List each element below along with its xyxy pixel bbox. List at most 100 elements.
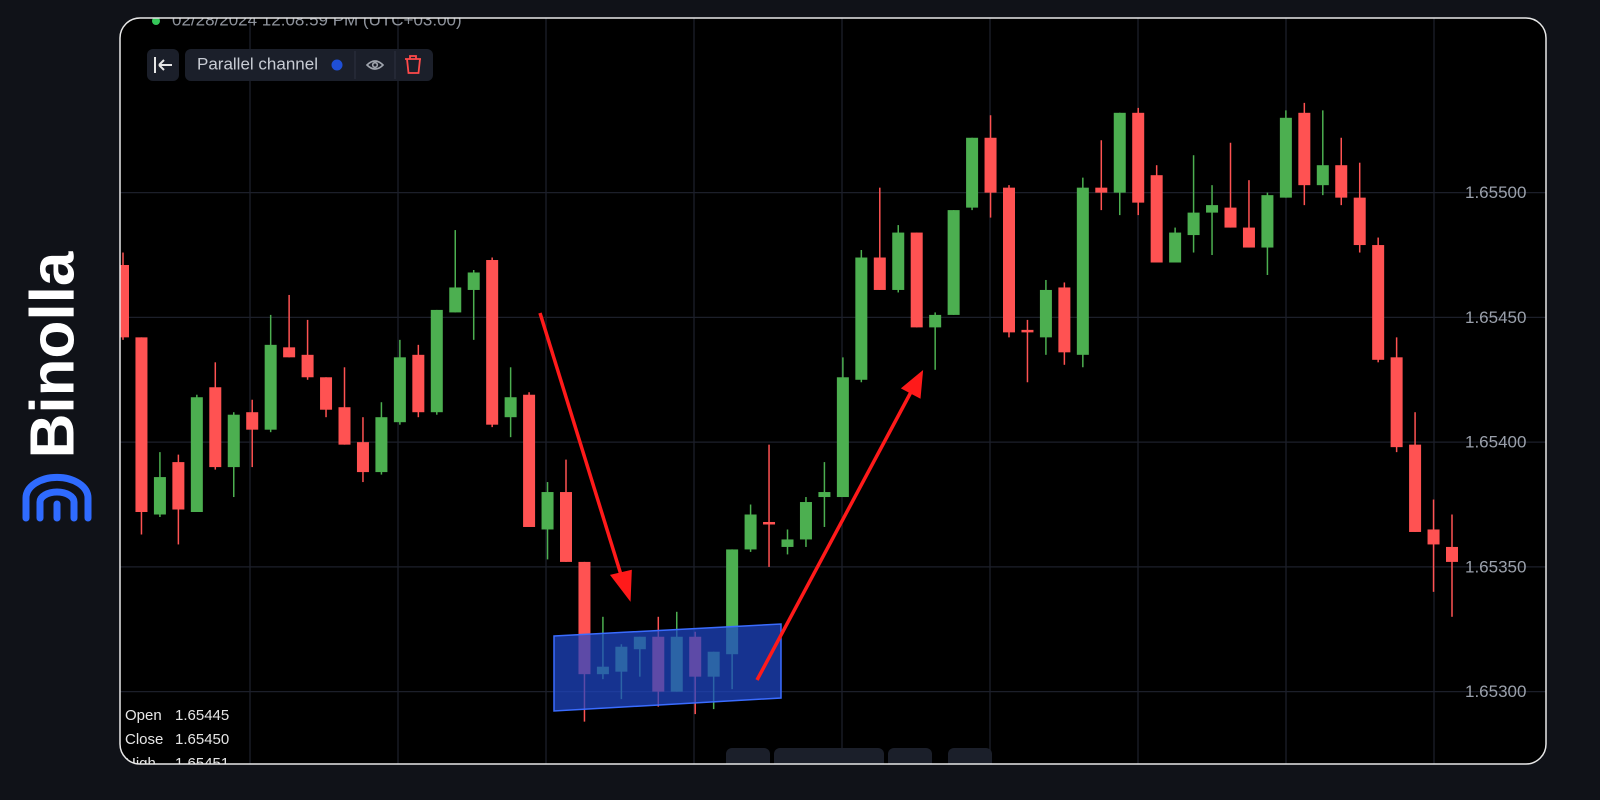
candle-body	[1003, 187, 1015, 333]
timestamp: 02/28/2024 12:08:59 PM (UTC+03:00)	[172, 10, 462, 29]
candle-body	[744, 514, 757, 550]
candle-body	[966, 137, 979, 208]
logo-text: Binolla	[18, 251, 87, 458]
candle-body	[1224, 207, 1237, 228]
candle-body	[1390, 357, 1403, 448]
candle-body	[1372, 245, 1385, 360]
candle-body	[1446, 546, 1458, 562]
candle-body	[1187, 212, 1200, 236]
ohlc-label: Close	[125, 731, 163, 748]
candle-body	[523, 394, 536, 527]
candle-body	[209, 387, 222, 468]
candles	[120, 102, 1458, 722]
candle-body	[301, 354, 314, 378]
candle-body	[338, 407, 351, 445]
candle-body	[467, 272, 480, 290]
candle-body	[320, 377, 333, 410]
frame-border	[119, 17, 1547, 765]
candle-body	[172, 462, 185, 510]
plot-area: 1.65300 1.65350 1.65400 1.65450 1.65500 02/2…	[120, 10, 1546, 778]
candle-body	[910, 232, 923, 328]
candle-body	[1169, 232, 1182, 263]
y-axis: 1.65300 1.65350 1.65400 1.65450 1.65500	[1465, 183, 1526, 701]
candle-body	[246, 412, 259, 430]
bottom-button[interactable]	[948, 748, 992, 778]
candle-body	[486, 260, 499, 425]
collapse-icon	[154, 57, 172, 73]
candle-body	[412, 354, 425, 413]
arrow-head	[900, 369, 924, 399]
candle-body	[393, 357, 406, 423]
candle-body	[836, 377, 849, 498]
candle-body	[1076, 187, 1089, 355]
candle-body	[356, 442, 369, 473]
y-tick-label: 1.65350	[1465, 557, 1526, 576]
candle-body	[1316, 165, 1329, 186]
candle-body	[190, 397, 203, 513]
candle-body	[1150, 175, 1163, 263]
candle-body	[799, 502, 812, 540]
delete-button[interactable]	[405, 55, 421, 74]
chart-frame	[120, 18, 1546, 764]
candle-body	[153, 477, 166, 515]
candle-body	[818, 492, 831, 498]
candle-body	[264, 344, 277, 430]
bottom-button[interactable]	[888, 748, 932, 778]
ohlc-label: High	[125, 755, 156, 772]
candle-body	[781, 539, 794, 547]
candle-body	[1353, 197, 1366, 246]
candle-body	[1058, 287, 1071, 353]
arrow-head	[609, 569, 632, 602]
y-tick-label: 1.65500	[1465, 183, 1526, 202]
candle-body	[541, 492, 554, 530]
candle-body	[1409, 444, 1422, 532]
candle-body	[1279, 117, 1292, 198]
candle-body	[947, 210, 960, 315]
ohlc-value: 1.65445	[175, 707, 229, 724]
candle-body	[1335, 165, 1348, 198]
arrows	[538, 312, 924, 681]
candle-body	[135, 337, 148, 513]
tool-panel	[185, 49, 433, 81]
candle-body	[449, 287, 462, 313]
candle-body	[1261, 195, 1274, 248]
y-tick-label: 1.65400	[1465, 433, 1526, 452]
candle-body	[283, 347, 296, 358]
y-tick-label: 1.65300	[1465, 682, 1526, 701]
visibility-button[interactable]	[365, 60, 385, 70]
candle-body	[430, 309, 443, 413]
candle-body	[873, 257, 886, 290]
candle-body	[855, 257, 868, 380]
candle-body	[892, 232, 905, 290]
arrow-up	[755, 391, 913, 681]
candle-body	[1021, 329, 1034, 333]
candle-body	[1039, 289, 1052, 338]
candle-body	[1132, 112, 1145, 203]
y-tick-label: 1.65450	[1465, 308, 1526, 327]
candle-body	[929, 314, 942, 328]
status-dot	[152, 18, 160, 25]
tool-color[interactable]	[331, 59, 343, 71]
tool-name: Parallel channel	[197, 54, 318, 73]
logo-icon	[22, 473, 92, 522]
candle-body	[504, 397, 517, 418]
candle-body	[120, 265, 129, 338]
parallel-channel[interactable]	[553, 623, 782, 712]
candle-body	[1298, 112, 1311, 186]
ohlc-info: Open 1.65445 Close 1.65450 High 1.65451	[125, 707, 229, 772]
candle-body	[763, 521, 776, 525]
candle-body	[1206, 205, 1219, 213]
ohlc-value: 1.65451	[175, 755, 229, 772]
bottom-button[interactable]	[726, 748, 770, 778]
arrow-down	[538, 312, 624, 579]
candle-body	[227, 414, 240, 468]
candle-body	[984, 137, 997, 193]
candle-body	[375, 417, 388, 473]
ohlc-label: Open	[125, 707, 162, 724]
candle-body	[560, 492, 572, 562]
candle-body	[1095, 187, 1108, 193]
candle-body	[1427, 529, 1440, 545]
bottom-button[interactable]	[774, 748, 884, 778]
